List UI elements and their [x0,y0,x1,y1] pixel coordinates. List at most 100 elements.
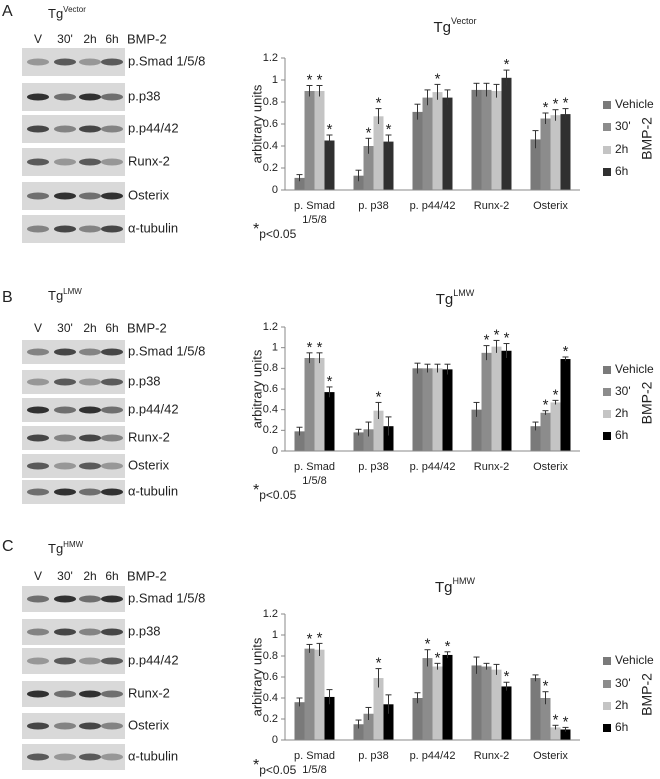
x-tick-label: Osterix [533,461,568,473]
treatment-label: BMP-2 [127,320,167,335]
legend-swatch [603,388,611,396]
blot-band [54,595,76,603]
lane-label: 6h [105,321,118,335]
bar [442,97,453,190]
blot-band [79,690,101,698]
note-text: p<0.05 [259,488,296,502]
error-bar [444,363,451,375]
y-tick-label: 0.4 [263,404,278,416]
blot-band [54,58,76,66]
blot-title-base: Tg [48,6,63,21]
significance-star: * [366,124,372,141]
error-bar [444,89,451,106]
blot-band [54,690,76,698]
blot-band [54,628,76,636]
note-symbol: * [253,757,259,774]
legend-label: 6h [615,428,628,442]
category-box: p. p38 [358,750,389,762]
x-tick-label: Osterix [533,200,568,212]
bar [294,177,305,190]
blot-band [27,434,49,442]
error-bar [434,363,441,373]
significance-note: *p<0.05 [253,757,297,777]
significance-star: * [543,678,549,695]
error-bar [542,410,549,415]
y-tick-label: 0 [272,445,278,457]
bar [560,729,571,740]
bar [383,141,394,190]
blot-band [101,378,123,386]
significance-star: * [435,70,441,87]
blot-band [54,657,76,665]
error-bar [296,426,303,436]
blot-band [79,93,101,101]
error-bar [503,681,510,691]
legend-swatch [603,680,611,688]
x-tick-label: p. p44/42 [409,461,456,473]
x-tick-label: p. p38 [358,200,389,212]
error-bar [434,662,441,670]
legend-label: Vehicle [615,653,654,667]
blot-band [54,722,76,730]
blot-title: TgLMW [48,287,82,304]
error-bar [424,649,431,667]
blot-band [101,722,123,730]
protein-label: p.Smad 1/5/8 [128,343,205,358]
significance-star: * [307,71,313,88]
blot-band [79,595,101,603]
blot-band [79,158,101,166]
error-bar [355,169,362,182]
blot-band [101,753,123,761]
y-tick-label: 0.8 [263,650,278,662]
category-box: p. Smad 1/5/8 [294,461,335,487]
blot-band [27,348,49,356]
bar [481,89,492,190]
blot-band [27,462,49,470]
blot-band [54,348,76,356]
protein-label: Osterix [128,187,170,202]
error-bar [542,112,549,124]
chart-title: TgHMW [435,576,476,596]
y-tick-label: 0.2 [263,162,278,174]
bar [530,426,541,451]
significance-star: * [376,655,382,672]
significance-star: * [504,56,510,73]
blot-band [27,690,49,698]
protein-label: Osterix [128,717,170,732]
y-tick-label: 1.2 [263,321,278,333]
bar [412,698,423,740]
blot-title: TgVector [48,5,86,22]
bar [304,91,315,190]
lane-label: V [34,321,42,335]
protein-label: p.Smad 1/5/8 [128,590,205,605]
y-tick-label: 0.2 [263,424,278,436]
error-bar [434,83,441,100]
blot-band [101,595,123,603]
significance-star: * [307,630,313,647]
legend-label: 2h [615,698,628,712]
chart-title: TgLMW [436,288,475,308]
category-box: Runx-2 [474,461,509,473]
lane-label: 30' [57,569,73,583]
blot-band [27,657,49,665]
error-bar [326,689,333,705]
blot-title-base: Tg [48,288,63,303]
legend-swatch [603,123,611,131]
significance-star: * [504,330,510,347]
blot-band [79,348,101,356]
blot-band [79,488,101,496]
error-bar [365,706,372,721]
protein-label: p.p38 [128,373,161,388]
bar [353,724,364,740]
bar [481,352,492,451]
protein-label: Runx-2 [128,153,170,168]
blot-band [27,125,49,133]
chart-title-base: Tg [433,19,451,36]
lane-label: 2h [83,32,96,46]
category-box: Osterix [533,750,568,762]
bar [550,727,561,740]
protein-label: p.p38 [128,88,161,103]
blot-band [101,158,123,166]
bar [422,368,433,451]
